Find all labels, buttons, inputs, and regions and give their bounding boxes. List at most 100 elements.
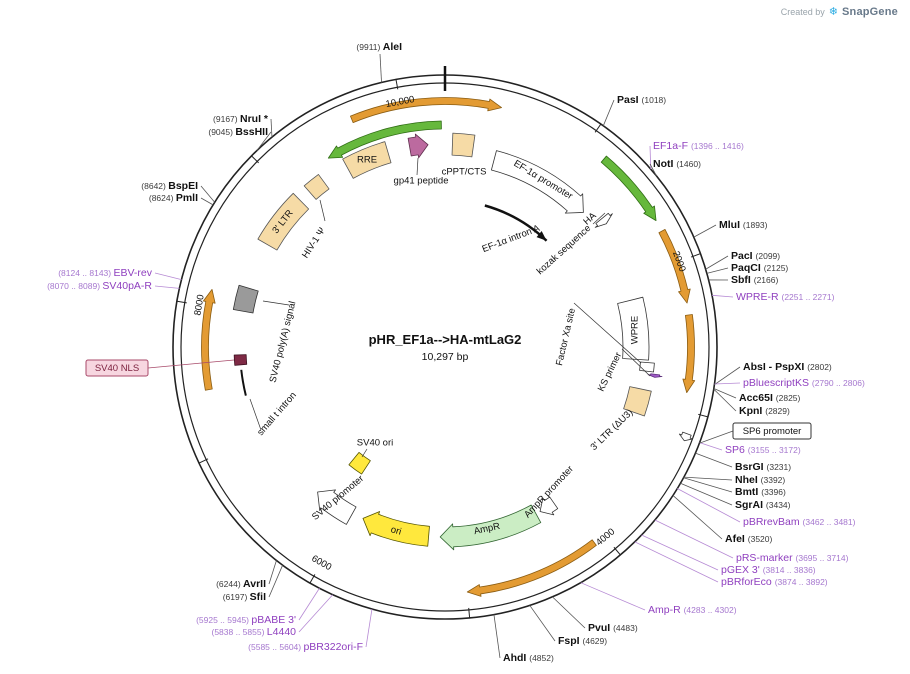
green-arrow-right[interactable]	[600, 155, 657, 222]
psi-box[interactable]	[303, 174, 330, 200]
sv40-polya-box[interactable]	[232, 284, 259, 314]
tick-7000	[198, 458, 209, 464]
site-amp-r[interactable]: Amp-R (4283 .. 4302)	[648, 604, 737, 616]
ha-arrow[interactable]	[594, 212, 613, 228]
factor-xa-box[interactable]	[639, 361, 655, 373]
site-sfii[interactable]: (6197) SfiI	[223, 591, 266, 603]
site-absi-pspxi[interactable]: AbsI - PspXI (2802)	[743, 361, 832, 373]
site-leader-acc65i	[713, 388, 737, 399]
feature-label-sv40-poly-a-signal[interactable]: SV40 poly(A) signal	[268, 300, 299, 384]
site-sv40pa-r[interactable]: (8070 .. 8089) SV40pA-R	[47, 280, 152, 292]
ltr3-box[interactable]	[257, 192, 310, 251]
site-pbluescriptks[interactable]: pBluescriptKS (2790 .. 2806)	[743, 377, 865, 389]
site-leader-sfii	[268, 565, 283, 598]
site-fspi[interactable]: FspI (4629)	[558, 635, 607, 647]
site-sgrai[interactable]: SgrAI (3434)	[735, 499, 791, 511]
orf-arc-bottom[interactable]	[466, 539, 597, 597]
boxed-leader-sv40-nls	[147, 359, 235, 369]
boxed-label-bg-sp6-promoter	[732, 422, 812, 440]
site-bsrgi[interactable]: BsrGI (3231)	[735, 461, 791, 473]
feature-label-3-ltr-u3[interactable]: 3' LTR (ΔU3)	[589, 407, 636, 453]
site-ebv-rev[interactable]: (8124 .. 8143) EBV-rev	[58, 267, 153, 279]
site-acc65i[interactable]: Acc65I (2825)	[739, 392, 801, 404]
site-pbr322ori-f[interactable]: (5585 .. 5604) pBR322ori-F	[248, 641, 363, 653]
feature-label-ampr[interactable]: AmpR	[473, 521, 501, 537]
site-mlui[interactable]: MluI (1893)	[719, 219, 768, 231]
ks-primer-arrow[interactable]	[647, 373, 663, 378]
feature-label-wpre[interactable]: WPRE	[630, 316, 641, 345]
site-pbabe-3[interactable]: (5925 .. 5945) pBABE 3'	[196, 614, 296, 626]
sp6-promoter-arrow[interactable]	[678, 431, 693, 442]
feature-label-cppt-cts[interactable]: cPPT/CTS	[442, 167, 487, 178]
site-nhei[interactable]: NheI (3392)	[735, 474, 785, 486]
site-pbrrevbam[interactable]: pBRrevBam (3462 .. 3481)	[743, 516, 856, 528]
site-bmti[interactable]: BmtI (3396)	[735, 486, 786, 498]
feature-label-small-t-intron[interactable]: small t intron	[255, 390, 299, 438]
orf-arc-right-1[interactable]	[658, 229, 691, 304]
orf-arc-left[interactable]	[201, 288, 216, 391]
site-leader-bsshii	[256, 131, 272, 151]
site-leader-pbabe-3	[298, 588, 320, 621]
site-bspei[interactable]: (8642) BspEI	[141, 180, 198, 192]
site-alei[interactable]: (9911) AleI	[356, 41, 402, 53]
site-noti[interactable]: NotI (1460)	[653, 158, 701, 170]
site-paqci[interactable]: PaqCI (2125)	[731, 262, 788, 274]
orf-arc-right-2[interactable]	[682, 314, 696, 394]
feature-label-hiv-1[interactable]: HIV-1 Ψ	[300, 226, 328, 261]
site-pasi[interactable]: PasI (1018)	[617, 94, 666, 106]
site-leader-nrui	[270, 118, 273, 138]
site-bsshii[interactable]: (9045) BssHII	[208, 126, 268, 138]
sv40-promoter-arrow[interactable]	[317, 489, 357, 525]
feature-label-ori[interactable]: ori	[389, 524, 402, 537]
feature-label-sv40-ori[interactable]: SV40 ori	[357, 438, 393, 449]
feature-label-ks-primer[interactable]: KS primer	[596, 351, 624, 394]
label-leader-factor-xa-site	[573, 302, 642, 364]
sv40-ori-box[interactable]	[348, 451, 371, 475]
ef1a-promoter-arrow[interactable]	[490, 150, 584, 214]
site-leader-absi-pspxi	[714, 366, 741, 386]
ampr-arrow[interactable]	[439, 504, 542, 551]
site-leader-ahdi	[493, 614, 501, 659]
tick-8000	[176, 300, 187, 304]
ori-arrow[interactable]	[362, 511, 430, 547]
cppt-cts-box[interactable]	[451, 132, 476, 158]
site-wpre-r[interactable]: WPRE-R (2251 .. 2271)	[736, 291, 835, 303]
feature-label-kozak-sequence[interactable]: kozak sequence	[535, 223, 593, 277]
gp41-peptide-arrow[interactable]	[407, 133, 429, 159]
green-arrow-top[interactable]	[327, 120, 442, 159]
site-kpni[interactable]: KpnI (2829)	[739, 405, 790, 417]
wpre-box[interactable]	[617, 296, 650, 361]
site-pgex-3[interactable]: pGEX 3' (3814 .. 3836)	[721, 564, 816, 576]
sv40-nls-box[interactable]	[233, 354, 248, 366]
site-leader-noti	[649, 163, 657, 177]
ltr3-du3-box[interactable]	[623, 386, 652, 417]
site-avrii[interactable]: (6244) AvrII	[216, 578, 266, 590]
ampr-promoter-arrow[interactable]	[539, 496, 559, 516]
site-pmli[interactable]: (8624) PmlI	[149, 192, 198, 204]
label-leader-gp41-peptide	[416, 157, 419, 176]
site-leader-bspei	[200, 185, 215, 203]
feature-label-ef-1-intron-a[interactable]: EF-1α intron A	[481, 223, 542, 255]
site-paci[interactable]: PacI (2099)	[731, 250, 780, 262]
feature-label-rre[interactable]: RRE	[357, 155, 377, 166]
rre-box[interactable]	[342, 141, 392, 179]
site-leader-pbr322ori-f	[365, 608, 373, 648]
site-sp6[interactable]: SP6 (3155 .. 3172)	[725, 444, 801, 456]
feature-label-gp41-peptide[interactable]: gp41 peptide	[394, 176, 449, 187]
site-pbrforeco[interactable]: pBRforEco (3874 .. 3892)	[721, 576, 828, 588]
boxed-label-sv40-nls[interactable]: SV40 NLS	[95, 363, 139, 374]
site-l4440[interactable]: (5838 .. 5855) L4440	[212, 626, 297, 638]
site-sbfi[interactable]: SbfI (2166)	[731, 274, 778, 286]
site-leader-sp6	[699, 442, 723, 451]
site-ef1a-f[interactable]: EF1a-F (1396 .. 1416)	[653, 140, 744, 152]
site-nrui[interactable]: (9167) NruI *	[213, 113, 269, 125]
site-prs-marker[interactable]: pRS-marker (3695 .. 3714)	[736, 552, 849, 564]
site-afei[interactable]: AfeI (3520)	[725, 533, 773, 545]
label-leader-ks-primer	[621, 348, 651, 377]
site-ahdi[interactable]: AhdI (4852)	[503, 652, 554, 664]
site-pvui[interactable]: PvuI (4483)	[588, 622, 638, 634]
orf-arc-top[interactable]	[350, 97, 502, 123]
feature-label-factor-xa-site[interactable]: Factor Xa site	[554, 307, 578, 367]
boxed-label-sp6-promoter[interactable]: SP6 promoter	[743, 426, 802, 437]
small-t-intron-arc[interactable]	[240, 369, 247, 396]
